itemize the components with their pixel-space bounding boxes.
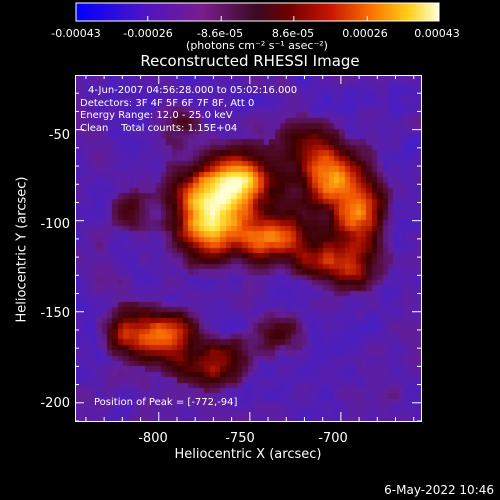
annotation-detectors: Detectors: 3F 4F 5F 6F 7F 8F, Att 0 <box>80 97 255 109</box>
image-title: Reconstructed RHESSI Image <box>140 52 360 70</box>
y-tick-label: -200 <box>40 396 70 411</box>
colorbar-tick-label: -0.00043 <box>51 27 101 40</box>
colorbar-units: (photons cm⁻² s⁻¹ asec⁻²) <box>186 39 328 52</box>
y-tick-label: -150 <box>40 306 70 321</box>
y-tick-label: -50 <box>48 128 70 143</box>
annotation-energy-range: Energy Range: 12.0 - 25.0 keV <box>80 110 233 121</box>
x-tick-label: -700 <box>318 431 348 446</box>
peak-position-label: Position of Peak = [-772,-94] <box>94 397 238 408</box>
flare-intensity-map <box>75 75 421 421</box>
x-tick-label: -800 <box>138 431 168 446</box>
annotation-block: 4-Jun-2007 04:56:28.000 to 05:02:16.000 … <box>80 85 297 135</box>
plot-frame <box>75 75 422 422</box>
colorbar-tick-label: -8.6e-05 <box>196 27 244 40</box>
y-axis-label: Heliocentric Y (arcsec) <box>14 176 30 323</box>
colorbar-tick-label: 0.00026 <box>342 27 388 40</box>
annotation-counts: Clean Total counts: 1.15E+04 <box>80 122 238 134</box>
annotation-time-range: 4-Jun-2007 04:56:28.000 to 05:02:16.000 <box>88 85 298 96</box>
colorbar-gradient <box>75 2 440 22</box>
colorbar-tick-label: 8.6e-05 <box>271 27 315 40</box>
colorbar-tick-label: -0.00026 <box>123 27 173 40</box>
y-tick-label: -100 <box>40 217 70 232</box>
x-tick-label: -750 <box>225 431 255 446</box>
x-axis-label: Heliocentric X (arcsec) <box>174 447 322 462</box>
colorbar-tick-label: 0.00043 <box>414 27 460 40</box>
footer-date: 6-May-2022 10:46 <box>384 483 494 497</box>
